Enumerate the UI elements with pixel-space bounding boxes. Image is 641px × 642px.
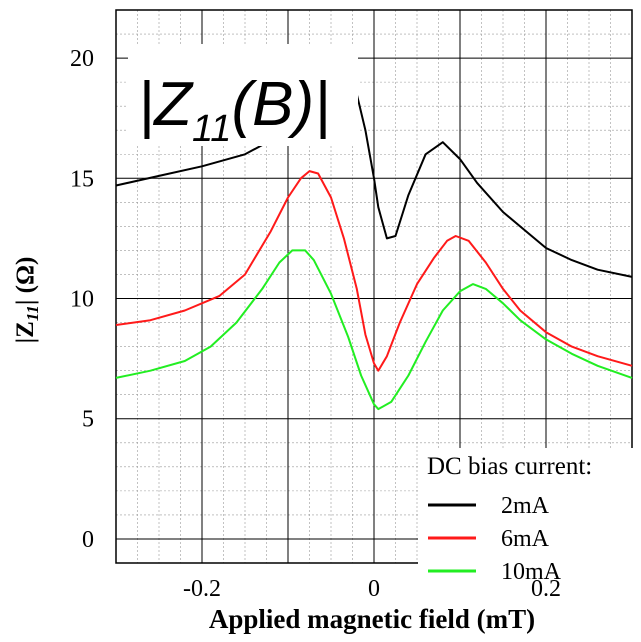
x-tick-label: -0.2 <box>183 576 221 602</box>
x-axis-label: Applied magnetic field (mT) <box>209 604 535 634</box>
title-box <box>128 44 358 146</box>
y-tick-label: 15 <box>70 166 94 192</box>
y-axis-label: |Z11| (Ω) <box>12 257 42 344</box>
legend-items: 2mA 6mA 10mA <box>428 493 562 585</box>
plot-frame <box>115 9 633 564</box>
legend-title: DC bias current: <box>427 453 592 480</box>
y-tick-label: 20 <box>70 46 94 72</box>
y-tick-label: 10 <box>70 287 94 313</box>
y-axis-label-sub: 11 <box>23 305 42 321</box>
series-line-10ma <box>115 249 633 411</box>
chart-title-sub: 11 <box>192 108 231 150</box>
legend-label-10ma: 10mA <box>501 559 562 585</box>
chart-title: |Z11(B)| <box>138 70 330 150</box>
legend-label-2ma: 2mA <box>501 493 550 519</box>
x-tick-label: 0.2 <box>531 576 561 602</box>
legend-label-6ma: 6mA <box>501 526 550 552</box>
y-axis-label-suffix: | (Ω) <box>12 257 39 305</box>
y-tick-label: 5 <box>82 407 94 433</box>
chart-title-arg: (B)| <box>231 70 330 139</box>
tick-label-layer: -0.2 0 0.2 0 5 10 15 20 <box>70 46 561 602</box>
x-tick-label: 0 <box>368 576 380 602</box>
series-line-6ma <box>115 170 633 372</box>
y-tick-label: 0 <box>82 527 94 553</box>
